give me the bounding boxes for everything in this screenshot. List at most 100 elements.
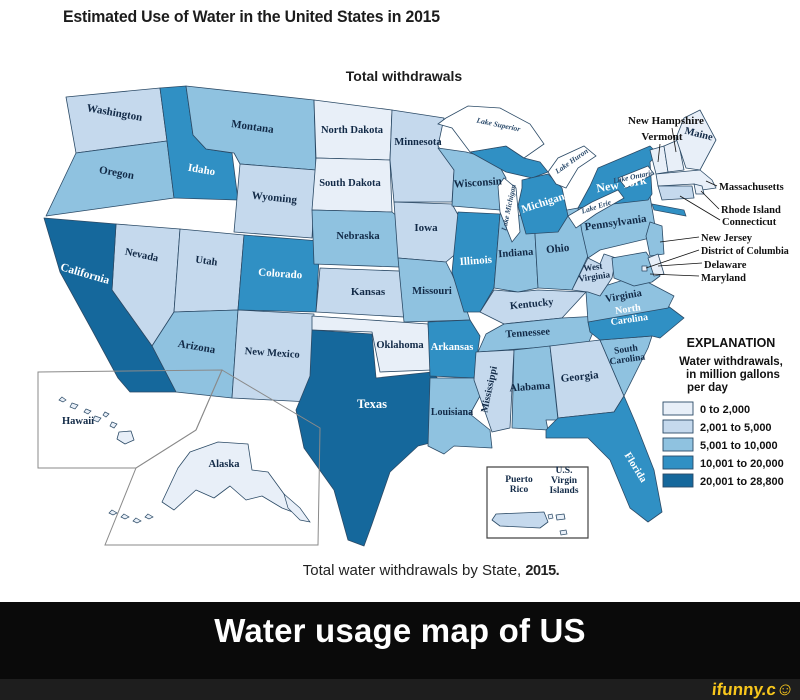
- label-texas: Texas: [357, 397, 387, 411]
- map-subtitle: Total withdrawals: [345, 68, 463, 84]
- legend-subheading-0: Water withdrawals,: [679, 356, 783, 368]
- lake-lake-huron: [547, 145, 597, 189]
- landform-0: [651, 203, 687, 217]
- label-iowa: Iowa: [414, 222, 438, 234]
- caption-year: 2015.: [525, 563, 560, 579]
- label-south-carolina: SouthCarolina: [608, 343, 646, 368]
- state-hawaii: [116, 430, 135, 445]
- callout-maryland: Maryland: [701, 273, 746, 284]
- legend-swatch-4: [662, 473, 694, 488]
- label-kansas: Kansas: [351, 286, 386, 298]
- lake-lake-michigan: [497, 177, 521, 243]
- label-north-carolina: NorthCarolina: [609, 302, 649, 329]
- landform-12: [547, 513, 554, 520]
- map-title: Estimated Use of Water in the United Sta…: [63, 8, 440, 26]
- label-hawaii: Hawaii: [62, 416, 94, 427]
- state-north-carolina: [587, 305, 685, 341]
- label-alaska: Alaska: [209, 459, 241, 470]
- legend-swatch-1: [662, 419, 694, 434]
- legend-label-1: 2,001 to 5,000: [700, 422, 772, 434]
- label-west-virginia: WestVirginia: [577, 260, 612, 284]
- label-montana: Montana: [230, 118, 275, 136]
- label-utah: Utah: [195, 255, 219, 269]
- leader-rhode-island: [700, 190, 720, 210]
- state-puerto-rico: [491, 511, 549, 529]
- landform-4: [92, 415, 102, 423]
- state-maine: [675, 109, 717, 171]
- label-south-dakota: South Dakota: [319, 178, 381, 189]
- meme-caption: Water usage map of US: [214, 612, 586, 649]
- label-colorado: Colorado: [258, 266, 303, 281]
- state-alaska: [161, 441, 299, 515]
- lake-lake-ontario: [617, 165, 655, 189]
- landform-9: [120, 513, 130, 520]
- landform-1: [58, 396, 67, 403]
- watermark-strip: ifunny.c☺: [0, 679, 800, 700]
- label-ohio: Ohio: [546, 242, 571, 256]
- label-nebraska: Nebraska: [336, 231, 380, 242]
- ifunny-watermark: ifunny.c☺: [711, 679, 796, 700]
- leader-vermont: [657, 143, 661, 163]
- landform-5: [102, 411, 110, 418]
- legend-subheading-1: in million gallons: [686, 369, 780, 381]
- state-florida: [545, 395, 663, 523]
- legend-label-2: 5,001 to 10,000: [700, 440, 778, 452]
- state-utah: [173, 228, 245, 313]
- map-lakes: [437, 105, 655, 243]
- landform-3: [83, 408, 92, 415]
- state-mississippi: [473, 349, 515, 433]
- state-u-s-virgin-islands: [555, 513, 566, 521]
- meme-bar: Water usage map of US ifunny.c☺: [0, 602, 800, 700]
- state-california: [43, 217, 177, 393]
- state-texas: [295, 329, 451, 547]
- lake-lake-superior: [437, 105, 545, 159]
- landform-10: [108, 509, 118, 516]
- landform-8: [132, 517, 142, 524]
- label-u-s-virgin-islands: U.S. Virgin Islands: [549, 466, 578, 496]
- leader-connecticut: [679, 195, 721, 221]
- label-indiana: Indiana: [498, 247, 534, 260]
- callout-rhode-island: Rhode Island: [721, 205, 781, 216]
- leader-maryland: [649, 273, 700, 277]
- map-source-caption: Total water withdrawals by State, 2015.: [62, 562, 800, 579]
- label-alabama: Alabama: [509, 381, 551, 395]
- legend-swatch-0: [662, 401, 694, 416]
- map-states: [43, 85, 717, 547]
- map-callouts: New Hampshire Vermont Massachusetts Rhode I…: [628, 115, 789, 284]
- legend-heading: EXPLANATION: [687, 336, 776, 350]
- callout-delaware: Delaware: [704, 260, 747, 271]
- landform-2: [69, 402, 79, 410]
- label-illinois: Illinois: [459, 254, 493, 268]
- callout-new-hampshire: New Hampshire: [628, 115, 704, 127]
- state-wyoming: [233, 163, 317, 239]
- legend-label-4: 20,001 to 28,800: [700, 476, 784, 488]
- label-tennessee: Tennessee: [505, 326, 551, 340]
- state-arizona: [151, 309, 239, 399]
- landform-13: [559, 529, 568, 536]
- legend-swatch-2: [662, 437, 694, 452]
- label-north-dakota: North Dakota: [321, 125, 384, 136]
- callout-massachusetts: Massachusetts: [719, 182, 784, 193]
- state-oregon: [45, 140, 175, 217]
- lake-lake-erie: [567, 189, 625, 229]
- label-georgia: Georgia: [560, 369, 599, 385]
- label-puerto-rico: Puerto Rico: [505, 475, 533, 495]
- map-inset-boxes: [37, 369, 589, 546]
- leader-new-jersey: [659, 236, 700, 243]
- label-wyoming: Wyoming: [251, 190, 298, 207]
- label-wisconsin: Wisconsin: [453, 175, 502, 190]
- state-connecticut: [657, 185, 695, 201]
- callout-connecticut: Connecticut: [722, 217, 777, 228]
- legend-label-0: 0 to 2,000: [700, 404, 750, 416]
- leader-new-hampshire: [671, 127, 677, 153]
- puerto-rico-inset-box: [486, 466, 589, 539]
- label-louisiana: Louisiana: [431, 407, 473, 418]
- label-kentucky: Kentucky: [509, 297, 554, 313]
- legend-subheading-2: per day: [687, 382, 729, 394]
- alaska-inset-box: [104, 369, 321, 546]
- map-legend: EXPLANATION Water withdrawals,in million …: [662, 336, 784, 488]
- legend-label-3: 10,001 to 20,000: [700, 458, 784, 470]
- smiley-icon: ☺: [774, 679, 796, 699]
